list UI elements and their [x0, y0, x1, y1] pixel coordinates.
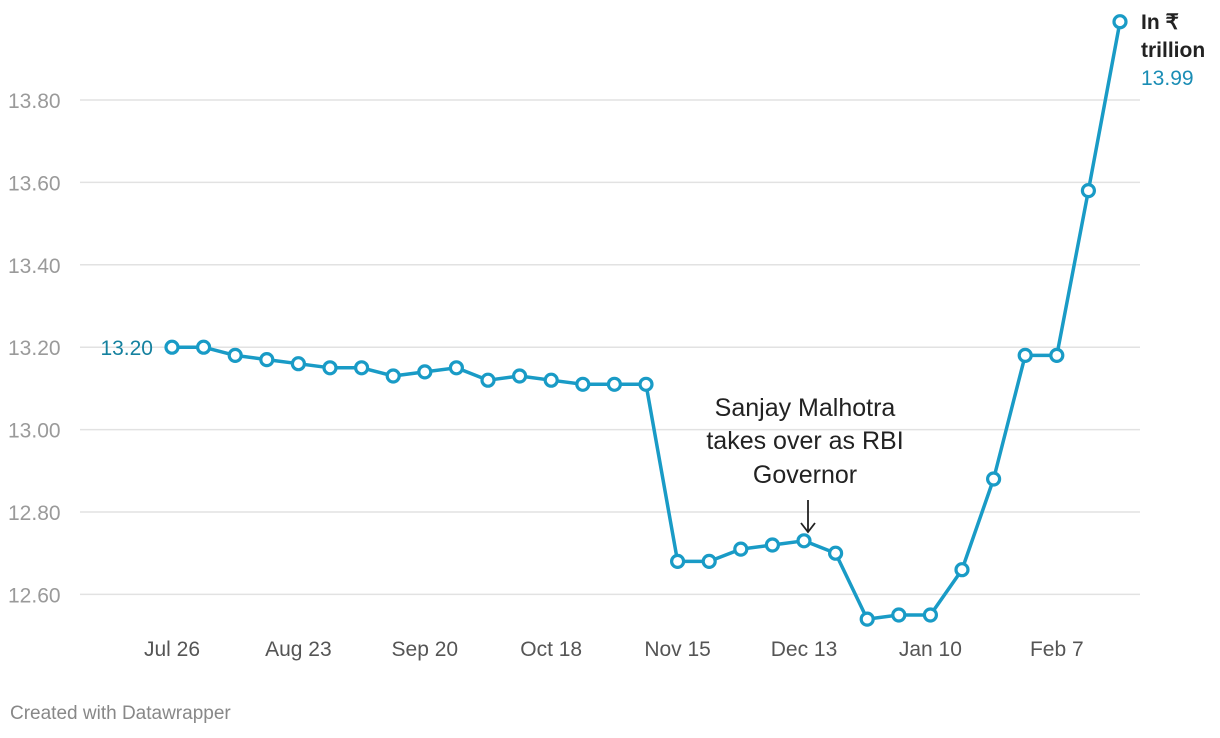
- y-tick-label: 13.20: [8, 337, 61, 360]
- data-point: [796, 533, 812, 549]
- end-value-label: 13.99: [1141, 67, 1194, 90]
- data-point: [1080, 183, 1097, 199]
- annotation-arrow-head: [800, 522, 816, 534]
- y-tick-label: 13.40: [8, 255, 61, 278]
- data-point: [985, 471, 1002, 487]
- data-point: [354, 360, 370, 376]
- end-unit-label-line-1: In ₹: [1141, 11, 1179, 34]
- data-point: [1017, 347, 1033, 363]
- series: [164, 14, 1128, 627]
- y-tick-label: 13.00: [8, 420, 61, 443]
- x-tick-label: Aug 23: [265, 638, 332, 661]
- series-labels: 13.20 In ₹ trillion 13.99: [100, 11, 1205, 360]
- x-tick-label: Nov 15: [644, 638, 711, 661]
- data-point: [543, 372, 559, 388]
- y-tick-label: 12.80: [8, 502, 61, 525]
- x-tick-label: Feb 7: [1030, 638, 1084, 661]
- data-point: [638, 376, 654, 392]
- data-point: [480, 372, 496, 388]
- annotation-line-1: Sanjay Malhotra: [715, 394, 896, 422]
- data-point: [322, 360, 338, 376]
- data-point: [385, 368, 401, 384]
- y-tick-label: 12.60: [8, 584, 61, 607]
- data-point: [164, 339, 180, 355]
- annotation: Sanjay Malhotra takes over as RBI Govern…: [706, 394, 904, 534]
- data-point: [922, 607, 939, 623]
- data-point: [669, 553, 686, 570]
- data-point: [575, 376, 591, 392]
- data-point: [701, 553, 717, 570]
- data-point: [511, 368, 528, 384]
- data-point: [859, 611, 875, 627]
- gridlines: [80, 99, 1140, 596]
- data-point: [417, 364, 433, 380]
- data-point: [259, 352, 275, 368]
- series-line: [172, 21, 1122, 621]
- data-point: [196, 339, 212, 355]
- start-value-label: 13.20: [100, 337, 153, 360]
- data-point: [764, 537, 781, 553]
- data-point: [954, 562, 970, 578]
- x-tick-label: Jul 26: [144, 638, 200, 661]
- annotation-line-2: takes over as RBI: [706, 427, 903, 455]
- data-point: [227, 347, 243, 363]
- x-axis-ticks: Jul 26 Aug 23 Sep 20 Oct 18 Nov 15 Dec 13 Jan …: [144, 638, 1084, 661]
- data-point: [448, 360, 464, 376]
- data-point: [891, 607, 907, 623]
- x-tick-label: Sep 20: [392, 638, 459, 661]
- x-tick-label: Jan 10: [899, 638, 962, 661]
- data-point: [1112, 14, 1128, 30]
- data-point: [606, 376, 623, 392]
- data-point: [1049, 347, 1065, 363]
- end-unit-label-line-2: trillion: [1141, 39, 1205, 62]
- data-point: [827, 545, 844, 561]
- annotation-line-3: Governor: [753, 461, 857, 489]
- credit-footer: Created with Datawrapper: [10, 703, 231, 724]
- y-tick-label: 13.80: [8, 90, 61, 113]
- x-tick-label: Dec 13: [771, 638, 838, 661]
- data-point: [733, 541, 749, 557]
- data-point: [290, 356, 306, 372]
- y-axis-ticks: 12.60 12.80 13.00 13.20 13.40 13.60 13.80: [8, 90, 61, 607]
- x-tick-label: Oct 18: [520, 638, 582, 661]
- y-tick-label: 13.60: [8, 172, 61, 195]
